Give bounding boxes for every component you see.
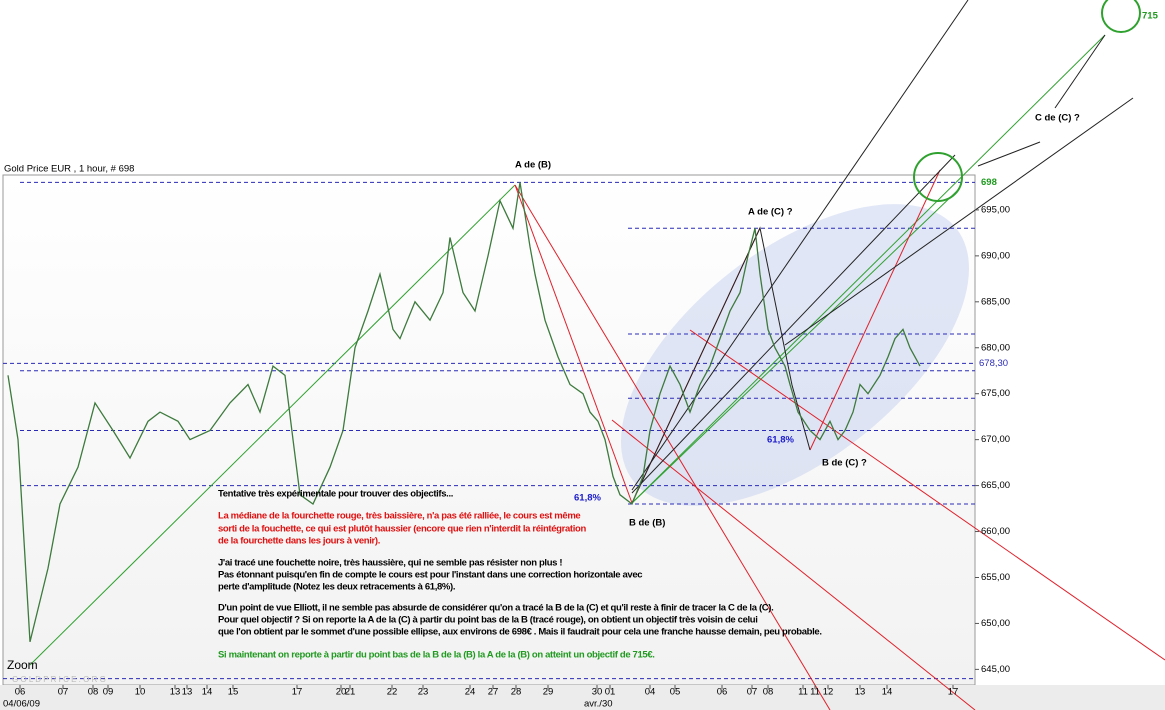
- wave-label: B de (C) ?: [822, 458, 867, 469]
- x-tick-label: 10: [135, 687, 146, 698]
- target-label: 698: [981, 177, 997, 188]
- y-tick-label: 690,00: [981, 250, 1010, 261]
- y-tick-label: 650,00: [981, 618, 1010, 629]
- price-label-box: [976, 175, 1000, 190]
- x-tick-label: 13: [182, 687, 193, 698]
- x-tick-label: 28: [511, 687, 522, 698]
- x-tick-label: 22: [387, 687, 398, 698]
- target-circle: [913, 152, 963, 202]
- wave-label: A de (C) ?: [748, 207, 793, 218]
- price-label-box: [976, 357, 1010, 370]
- note: sorti de la fouchette, ce qui est plutôt…: [218, 524, 586, 535]
- trend-line: [809, 169, 941, 451]
- x-tick-label: 11: [798, 687, 808, 698]
- x-tick-label: 13: [170, 687, 181, 698]
- x-tick-label: 14: [882, 687, 893, 698]
- wave-label: 61,8%: [767, 435, 794, 446]
- y-tick-label: 665,00: [981, 480, 1010, 491]
- x-tick-label: 13: [855, 687, 866, 698]
- trend-line: [514, 184, 831, 710]
- y-tick-label: 670,00: [981, 434, 1010, 445]
- x-tick-label: 08: [763, 687, 774, 698]
- wave-label: 61,8%: [574, 493, 601, 504]
- x-tick-label: 05: [670, 687, 681, 698]
- x-tick-label: 09: [103, 687, 114, 698]
- y-tick-label: 680,00: [981, 342, 1010, 353]
- trend-line: [29, 184, 516, 666]
- y-tick-label: 645,00: [981, 664, 1010, 675]
- x-tick-label: 27: [488, 687, 499, 698]
- watermark: G O L D P R I C E . O R G: [12, 675, 106, 684]
- x-tick-label: 12: [823, 687, 834, 698]
- note: que l'on obtient par le sommet d'une pos…: [218, 627, 822, 638]
- x-tick-label: 06: [15, 687, 26, 698]
- note: Pour quel objectif ? Si on reporte la A …: [218, 615, 758, 626]
- note: La médiane de la fourchette rouge, très …: [218, 511, 580, 522]
- note: perte d'amplitude (Notez les deux retrac…: [218, 582, 455, 593]
- note: Tentative très expérimentale pour trouve…: [218, 489, 453, 500]
- y-tick-label: 660,00: [981, 526, 1010, 537]
- x-tick-label: 17: [292, 687, 303, 698]
- y-tick-label: 695,00: [981, 204, 1010, 215]
- note: Pas étonnant puisqu'en fin de compte le …: [218, 570, 642, 581]
- trend-line: [784, 97, 1134, 346]
- arrow: [977, 141, 1041, 167]
- last-price-label: 678,30: [979, 358, 1008, 369]
- y-tick-label: 685,00: [981, 296, 1010, 307]
- x-tick-label: 08: [88, 687, 99, 698]
- target-label: 715: [1142, 11, 1159, 22]
- wave-label: B de (B): [629, 518, 665, 529]
- target-circle: [1101, 0, 1141, 33]
- note: J'ai tracé une fouchette noire, très hau…: [218, 558, 562, 569]
- x-tick-label: 23: [418, 687, 429, 698]
- arrow: [1054, 34, 1106, 109]
- month-label: avr./30: [584, 699, 613, 710]
- x-tick-label: 07: [747, 687, 758, 698]
- x-tick-label: 07: [58, 687, 69, 698]
- trend-line: [631, 189, 959, 504]
- y-tick-label: 675,00: [981, 388, 1010, 399]
- price-line: [7, 182, 921, 642]
- trend-line: [689, 329, 1165, 661]
- x-tick-label: 21: [345, 687, 356, 698]
- wave-label: C de (C) ?: [1035, 113, 1080, 124]
- x-tick-label: 11: [810, 687, 820, 698]
- x-tick-label: 01: [605, 687, 616, 698]
- trend-line: [611, 419, 976, 710]
- trend-line: [631, 154, 956, 494]
- start-date: 04/06/09: [3, 699, 40, 710]
- x-tick-label: 17: [948, 687, 959, 698]
- x-axis-band: [0, 685, 1165, 710]
- trend-line: [631, 34, 1106, 504]
- x-tick-label: 30: [592, 687, 603, 698]
- trend-line: [514, 184, 633, 504]
- zoom: Zoom: [7, 658, 38, 672]
- note: Si maintenant on reporte à partir du poi…: [218, 650, 655, 661]
- y-tick-label: 655,00: [981, 572, 1010, 583]
- x-tick-label: 15: [228, 687, 239, 698]
- x-tick-label: 04: [645, 687, 656, 698]
- note: D'un point de vue Elliott, il ne semble …: [218, 603, 773, 614]
- x-tick-label: 29: [543, 687, 554, 698]
- x-tick-label: 24: [465, 687, 476, 698]
- wave-label: A de (B): [515, 160, 551, 171]
- note: de la fourchette dans les jours à venir)…: [218, 536, 380, 547]
- x-tick-label: 20: [336, 687, 347, 698]
- chart-title: Gold Price EUR , 1 hour, # 698: [4, 164, 134, 175]
- x-tick-label: 06: [717, 687, 728, 698]
- x-tick-label: 14: [202, 687, 213, 698]
